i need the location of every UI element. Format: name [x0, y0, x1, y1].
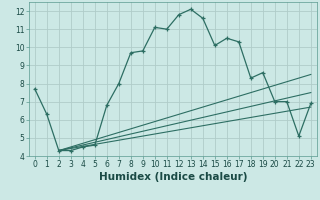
- X-axis label: Humidex (Indice chaleur): Humidex (Indice chaleur): [99, 172, 247, 182]
